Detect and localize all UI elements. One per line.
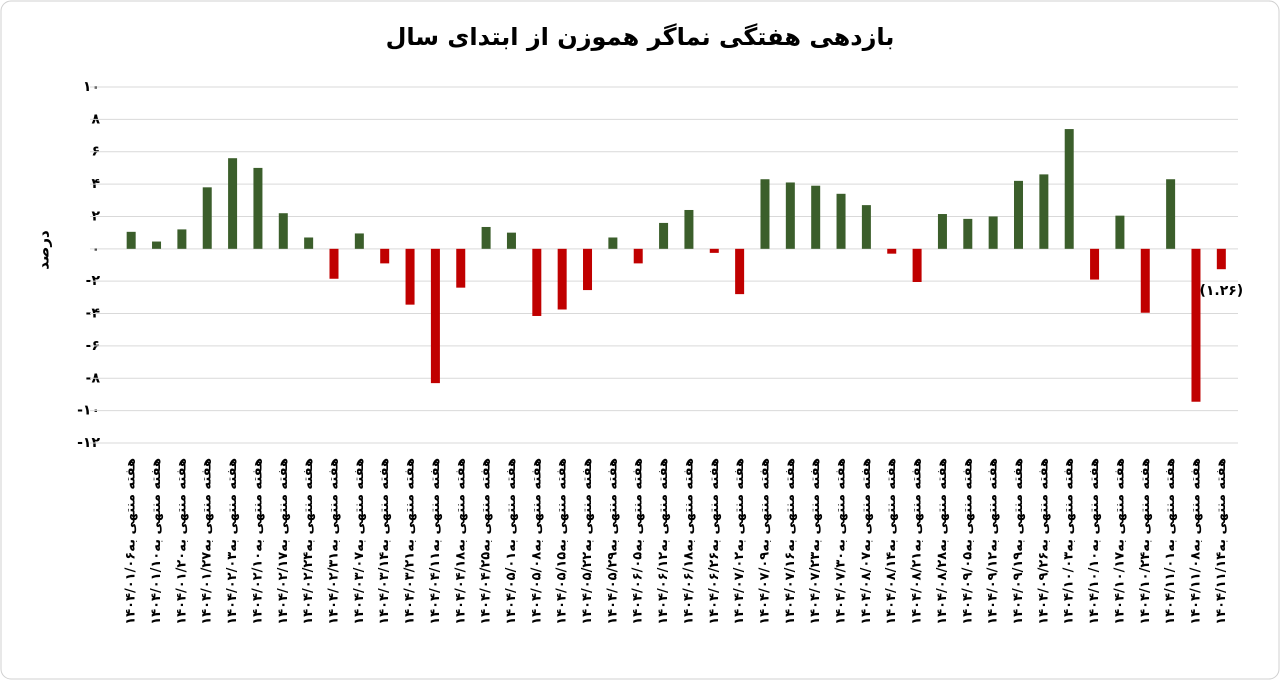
chart-title: بازدهی هفتگی نماگر هموزن از ابتدای سال bbox=[386, 23, 895, 51]
x-tick-label: هفته منتهی به۱۴۰۴/۰۱/۲۰ bbox=[174, 458, 189, 625]
bar bbox=[532, 248, 542, 316]
bar bbox=[126, 231, 136, 249]
bar bbox=[177, 229, 187, 249]
x-tick-label: هفته منتهی به۱۴۰۴/۰۱/۲۷ bbox=[200, 458, 215, 625]
x-tick-label: هفته منتهی به۱۴۰۴/۰۷/۳۰ bbox=[834, 458, 849, 625]
bar bbox=[1039, 174, 1049, 249]
x-tick-label: هفته منتهی به۱۴۰۴/۰۲/۰۳ bbox=[225, 458, 240, 625]
x-tick-label: هفته منتهی به۱۴۰۴/۰۲/۱۷ bbox=[276, 458, 291, 625]
x-tick-label: هفته منتهی به۱۴۰۴/۰۶/۲۶ bbox=[707, 458, 722, 625]
x-tick-label: هفته منتهی به۱۴۰۴/۱۱/۰۱ bbox=[1163, 458, 1178, 625]
bar bbox=[1090, 248, 1100, 280]
x-tick-label: هفته منتهی به۱۴۰۴/۰۹/۲۶ bbox=[1036, 458, 1051, 625]
x-tick-label: هفته منتهی به۱۴۰۴/۰۲/۳۱ bbox=[326, 458, 341, 625]
y-tick-label: -۱۲ bbox=[77, 435, 100, 451]
x-tick-label: هفته منتهی به۱۴۰۴/۰۷/۰۲ bbox=[732, 458, 747, 625]
x-tick-label: هفته منتهی به۱۴۰۴/۰۶/۱۸ bbox=[681, 458, 696, 625]
bar bbox=[481, 226, 491, 249]
bar bbox=[785, 182, 795, 249]
bar bbox=[760, 179, 770, 249]
x-tick-label: هفته منتهی به۱۴۰۴/۰۲/۲۴ bbox=[301, 458, 316, 625]
bar bbox=[1140, 248, 1150, 313]
bar bbox=[278, 213, 288, 249]
x-tick-label: هفته منتهی به۱۴۰۴/۰۵/۱۵ bbox=[555, 458, 570, 625]
bar bbox=[228, 158, 238, 249]
bar bbox=[633, 248, 643, 264]
bar bbox=[202, 187, 212, 249]
x-tick-label: هفته منتهی به۱۴۰۴/۰۶/۰۵ bbox=[631, 458, 646, 625]
bar bbox=[1014, 180, 1024, 249]
x-tick-label: هفته منتهی به۱۴۰۴/۱۰/۱۷ bbox=[1112, 458, 1127, 625]
bar bbox=[937, 214, 947, 249]
bar bbox=[1191, 248, 1201, 402]
bar bbox=[861, 205, 871, 249]
bar bbox=[659, 222, 669, 249]
bar bbox=[506, 232, 516, 249]
bar bbox=[430, 248, 440, 384]
x-tick-label: هفته منتهی به۱۴۰۴/۱۱/۱۴ bbox=[1214, 458, 1229, 625]
x-tick-label: هفته منتهی به۱۴۰۴/۱۰/۰۳ bbox=[1062, 458, 1077, 625]
bar bbox=[557, 248, 567, 310]
x-tick-label: هفته منتهی به۱۴۰۴/۰۸/۲۸ bbox=[935, 458, 950, 625]
bar bbox=[329, 248, 339, 279]
x-tick-label: هفته منتهی به۱۴۰۴/۰۹/۱۲ bbox=[986, 458, 1001, 625]
x-tick-label: هفته منتهی به۱۴۰۴/۰۹/۱۹ bbox=[1011, 458, 1026, 625]
bar bbox=[811, 185, 821, 249]
x-tick-label: هفته منتهی به۱۴۰۴/۰۴/۱۱ bbox=[428, 458, 443, 625]
x-tick-label: هفته منتهی به۱۴۰۴/۰۶/۱۲ bbox=[656, 458, 671, 625]
x-tick-label: هفته منتهی به۱۴۰۴/۰۳/۲۱ bbox=[403, 458, 418, 625]
bar bbox=[963, 218, 973, 249]
x-tick-label: هفته منتهی به۱۴۰۴/۱۰/۲۴ bbox=[1138, 458, 1153, 625]
bar bbox=[304, 237, 314, 249]
x-tick-label: هفته منتهی به۱۴۰۴/۰۵/۰۸ bbox=[529, 458, 544, 625]
bar bbox=[152, 241, 162, 249]
x-tick-label: هفته منتهی به۱۴۰۴/۰۳/۱۴ bbox=[377, 458, 392, 625]
bar bbox=[1064, 129, 1074, 249]
bar bbox=[709, 248, 719, 253]
bar bbox=[380, 248, 390, 264]
x-tick-label: هفته منتهی به۱۴۰۴/۰۴/۱۸ bbox=[453, 458, 468, 625]
bar bbox=[608, 237, 618, 249]
x-tick-label: هفته منتهی به۱۴۰۴/۰۴/۲۵ bbox=[479, 458, 494, 625]
x-tick-label: هفته منتهی به۱۴۰۴/۰۵/۰۱ bbox=[504, 458, 519, 625]
x-tick-label: هفته منتهی به۱۴۰۴/۰۱/۱۰ bbox=[149, 458, 164, 625]
bar bbox=[253, 167, 263, 249]
data-label: (۱.۲۶) bbox=[1199, 283, 1243, 299]
x-tick-label: هفته منتهی به۱۴۰۴/۰۸/۰۷ bbox=[859, 458, 874, 625]
bar bbox=[1166, 179, 1176, 249]
x-tick-label: هفته منتهی به۱۴۰۴/۰۹/۰۵ bbox=[960, 458, 975, 625]
bar bbox=[1115, 215, 1125, 249]
x-tick-label: هفته منتهی به۱۴۰۴/۰۵/۲۹ bbox=[605, 458, 620, 625]
x-tick-label: هفته منتهی به۱۴۰۴/۱۰/۱۰ bbox=[1087, 458, 1102, 625]
bar bbox=[583, 248, 593, 291]
x-tick-label: هفته منتهی به۱۴۰۴/۰۷/۰۹ bbox=[757, 458, 772, 625]
y-axis-label: درصد bbox=[35, 230, 53, 270]
bar bbox=[684, 209, 694, 249]
bar bbox=[1216, 248, 1226, 270]
x-tick-label: هفته منتهی به۱۴۰۴/۰۱/۰۶ bbox=[124, 458, 139, 625]
bar bbox=[354, 233, 364, 249]
x-tick-label: هفته منتهی به۱۴۰۴/۰۵/۲۲ bbox=[580, 458, 595, 625]
bar bbox=[735, 248, 745, 295]
bar bbox=[912, 248, 922, 282]
bar bbox=[836, 193, 846, 249]
x-tick-label: هفته منتهی به۱۴۰۴/۰۸/۱۴ bbox=[884, 458, 899, 625]
bar bbox=[988, 216, 998, 249]
x-tick-label: هفته منتهی به۱۴۰۴/۰۳/۰۷ bbox=[352, 458, 367, 625]
bar bbox=[405, 248, 415, 305]
x-tick-label: هفته منتهی به۱۴۰۴/۰۲/۱۰ bbox=[250, 458, 265, 625]
bar bbox=[887, 248, 897, 254]
bar bbox=[456, 248, 466, 288]
y-tick-label: -۱۰ bbox=[77, 403, 100, 419]
x-tick-label: هفته منتهی به۱۴۰۴/۰۷/۱۶ bbox=[783, 458, 798, 625]
x-tick-label: هفته منتهی به۱۴۰۴/۰۸/۲۱ bbox=[910, 458, 925, 625]
x-tick-label: هفته منتهی به۱۴۰۴/۱۱/۰۸ bbox=[1188, 458, 1203, 625]
x-tick-label: هفته منتهی به۱۴۰۴/۰۷/۲۳ bbox=[808, 458, 823, 625]
